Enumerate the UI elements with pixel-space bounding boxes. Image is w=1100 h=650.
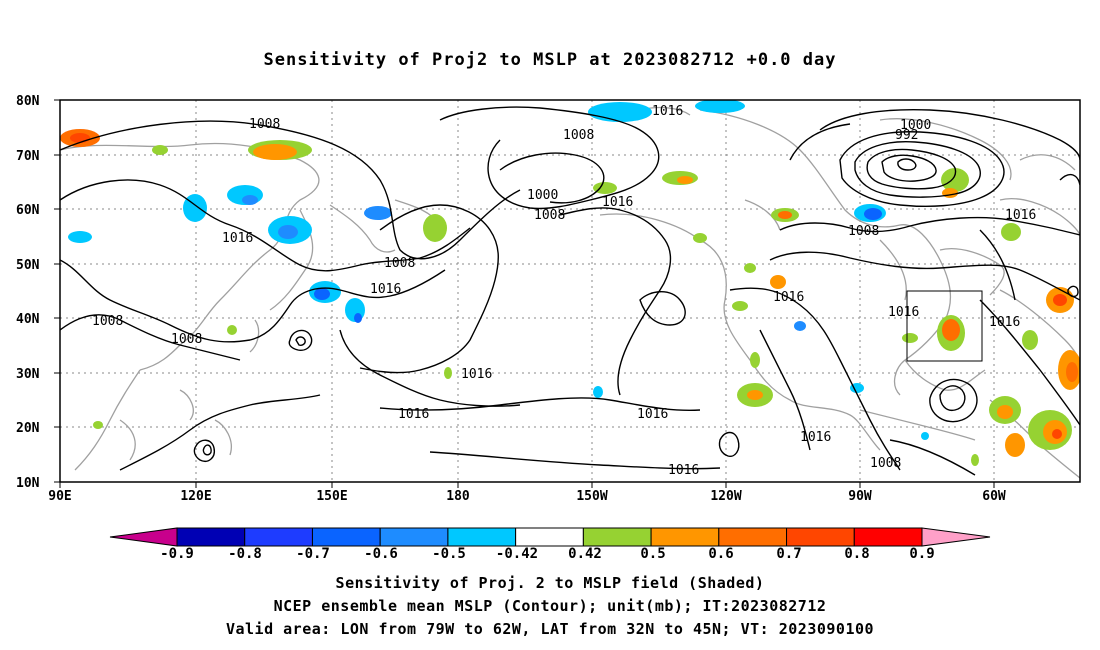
colorbar-label: -0.7 xyxy=(296,546,330,562)
isobar-label: 1016 xyxy=(370,282,401,297)
isobar-label: 1008 xyxy=(534,208,565,223)
lat-label: 30N xyxy=(16,367,40,382)
map-panel: 1008 1016 1008 1000 992 1016 1008 1016 1… xyxy=(59,99,1081,483)
latitude-labels: 80N 70N 60N 50N 40N 30N 20N 10N xyxy=(16,94,40,491)
lon-label: 60W xyxy=(982,489,1006,504)
lon-label: 180 xyxy=(446,489,470,504)
isobar-label: 1016 xyxy=(773,290,804,305)
colorbar-cell xyxy=(650,527,720,547)
isobar-label: 1008 xyxy=(870,456,901,471)
lon-label: 90W xyxy=(848,489,872,504)
longitude-labels: 90E 120E 150E 180 150W 120W 90W 60W xyxy=(48,489,1006,504)
isobar-label: 1016 xyxy=(652,104,683,119)
colorbar-cells xyxy=(176,527,923,547)
isobar-label: 1016 xyxy=(1005,208,1036,223)
isobar-label: 1016 xyxy=(461,367,492,382)
map-title: Sensitivity of Proj2 to MSLP at 20230827… xyxy=(263,50,837,70)
colorbar-right-arrow xyxy=(921,527,991,547)
colorbar-label: -0.5 xyxy=(432,546,466,562)
lat-label: 70N xyxy=(16,149,40,164)
colorbar-cell xyxy=(244,527,313,547)
isobar-label: 1000 xyxy=(527,188,558,203)
colorbar-label: -0.6 xyxy=(364,546,398,562)
colorbar-label: 0.5 xyxy=(640,546,665,562)
colorbar-label: -0.9 xyxy=(160,546,194,562)
isobar-label: 1016 xyxy=(637,407,668,422)
isobar-label: 1016 xyxy=(668,463,699,478)
colorbar-cell xyxy=(718,527,788,547)
caption-contour: NCEP ensemble mean MSLP (Contour); unit(… xyxy=(273,597,827,615)
isobar-label: 1016 xyxy=(888,305,919,320)
grid-lines xyxy=(60,100,1080,482)
lon-label: 150W xyxy=(576,489,607,504)
lat-label: 80N xyxy=(16,94,40,109)
isobar-label: 1016 xyxy=(222,231,253,246)
isobar-label: 1008 xyxy=(92,314,123,329)
lon-label: 120E xyxy=(180,489,211,504)
sensitivity-shading xyxy=(60,100,1080,466)
lat-label: 10N xyxy=(16,476,40,491)
colorbar-label: 0.7 xyxy=(776,546,801,562)
colorbar-cell xyxy=(582,527,652,547)
colorbar-cell xyxy=(176,527,246,547)
lat-label: 60N xyxy=(16,203,40,218)
colorbar-left-arrow xyxy=(109,527,178,547)
colorbar-label: -0.42 xyxy=(496,546,538,562)
isobar-label: 1016 xyxy=(602,195,633,210)
isobar-label: 1016 xyxy=(398,407,429,422)
lon-label: 90E xyxy=(48,489,71,504)
colorbar-cell xyxy=(447,527,517,547)
colorbar-label: 0.9 xyxy=(909,546,934,562)
mslp-contours xyxy=(60,106,1080,476)
isobar-label: 1016 xyxy=(800,430,831,445)
map-frame xyxy=(59,99,1081,483)
colorbar-cell xyxy=(379,527,449,547)
colorbar-label: 0.6 xyxy=(708,546,733,562)
colorbar-cell xyxy=(786,527,855,547)
colorbar-cell xyxy=(311,527,381,547)
isobar-label: 992 xyxy=(895,128,918,143)
colorbar-cell xyxy=(515,527,584,547)
isobar-label: 1008 xyxy=(171,332,202,347)
isobar-label: 1008 xyxy=(249,117,280,132)
lon-label: 120W xyxy=(710,489,741,504)
colorbar-label: 0.8 xyxy=(844,546,869,562)
lat-label: 40N xyxy=(16,312,40,327)
colorbar-label: -0.8 xyxy=(228,546,262,562)
colorbar-label: 0.42 xyxy=(568,546,602,562)
caption-shaded: Sensitivity of Proj. 2 to MSLP field (Sh… xyxy=(335,574,765,592)
colorbar: -0.9 -0.8 -0.7 -0.6 -0.5 -0.42 0.42 0.5 … xyxy=(109,527,991,562)
lat-label: 20N xyxy=(16,421,40,436)
isobar-labels: 1008 1016 1008 1000 992 1016 1008 1016 1… xyxy=(92,104,1036,478)
axis-ticks xyxy=(54,99,995,488)
isobar-label: 1008 xyxy=(384,256,415,271)
isobar-label: 1016 xyxy=(989,315,1020,330)
colorbar-cell xyxy=(853,527,923,547)
lon-label: 150E xyxy=(316,489,347,504)
lat-label: 50N xyxy=(16,258,40,273)
isobar-label: 1008 xyxy=(848,224,879,239)
isobar-label: 1008 xyxy=(563,128,594,143)
valid-area-box xyxy=(906,290,983,362)
colorbar-labels: -0.9 -0.8 -0.7 -0.6 -0.5 -0.42 0.42 0.5 … xyxy=(160,546,935,562)
caption-valid-area: Valid area: LON from 79W to 62W, LAT fro… xyxy=(225,620,875,638)
isobar-label: 1000 xyxy=(900,118,931,133)
